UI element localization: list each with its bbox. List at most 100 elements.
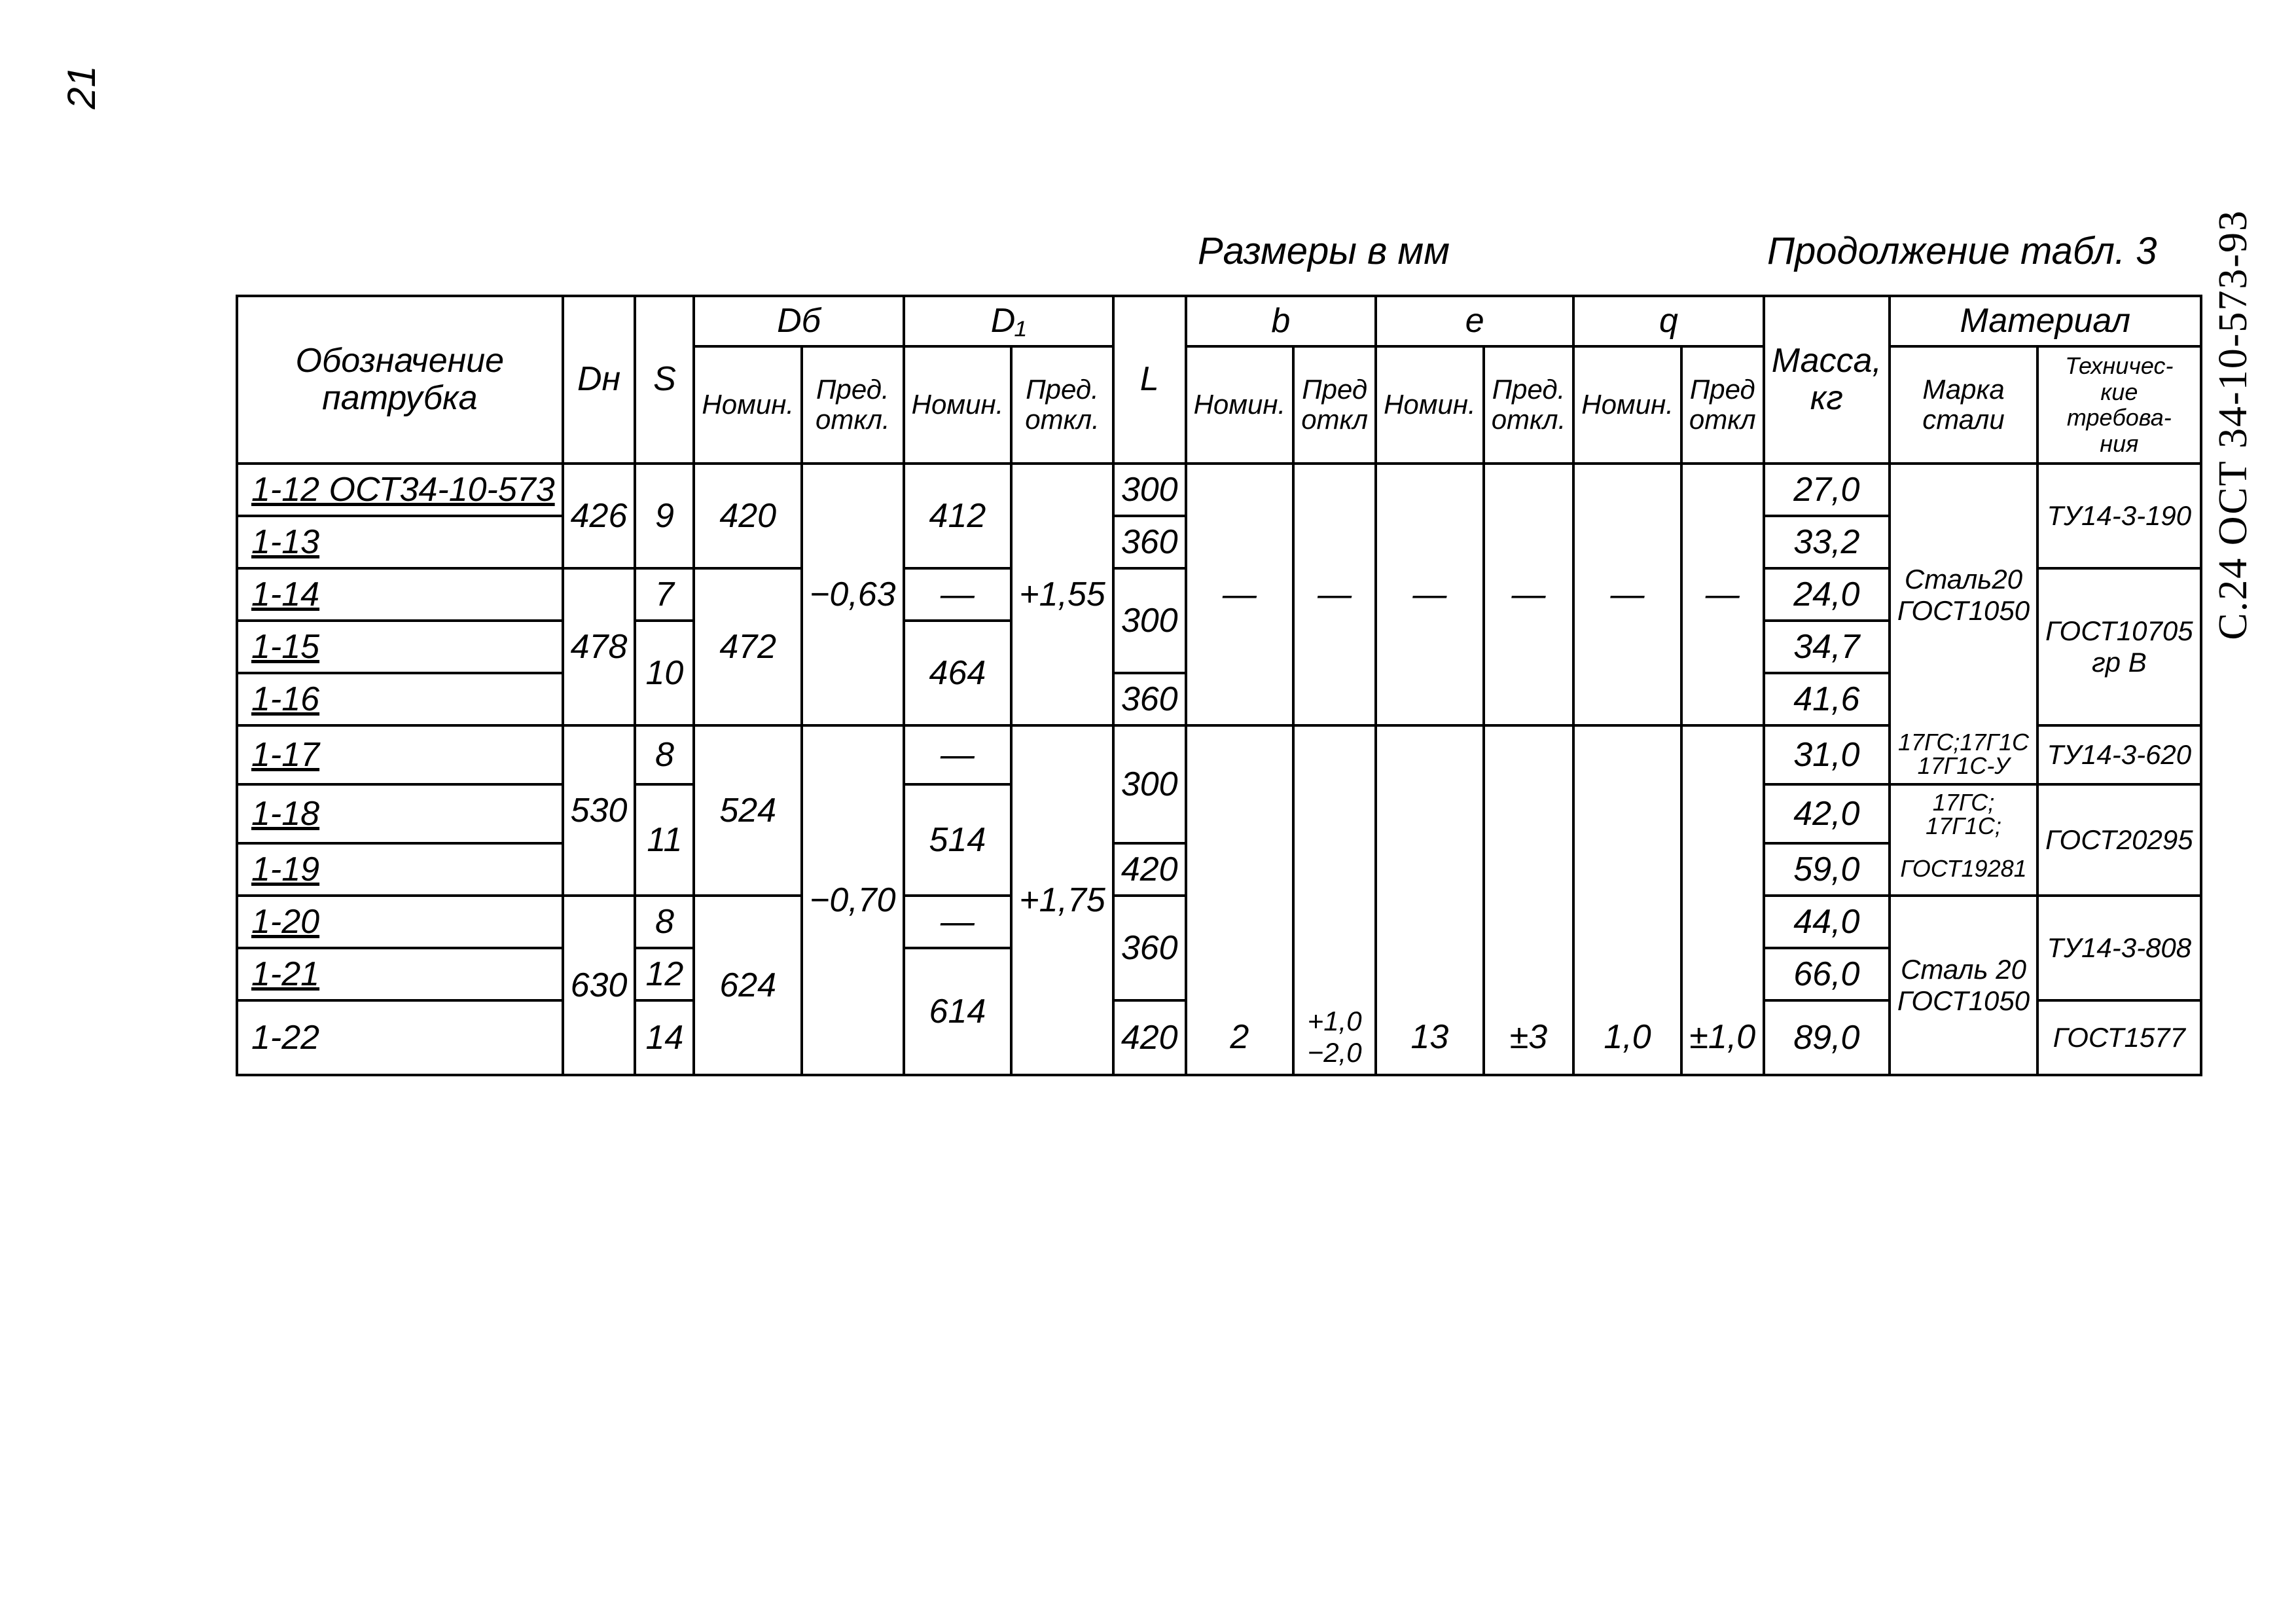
cell-massa: 89,0 [1764,1000,1890,1075]
cell-obozn: 1-16 [237,673,563,725]
cell-L: 300 [1113,464,1186,516]
cell-L: 300 [1113,568,1186,673]
cell-q-pred [1681,725,1764,1000]
cell-s: 8 [635,896,694,948]
cell-massa: 66,0 [1764,948,1890,1000]
cell-tech: ТУ14-3-808 [2037,896,2201,1000]
cell-s: 10 [635,621,694,725]
cell-obozn: 1-14 [237,568,563,621]
cell-s: 7 [635,568,694,621]
col-s: S [635,296,694,464]
cell-obozn: 1-15 [237,621,563,673]
cell-obozn: 1-17 [237,725,563,784]
cell-e-nom: — [1376,464,1484,725]
cell-q-pred: — [1681,464,1764,725]
cell-d1-nom: 614 [904,948,1012,1075]
cell-L: 360 [1113,673,1186,725]
sub-db-nom: Номин. [694,346,802,463]
cell-d1-nom: 412 [904,464,1012,568]
cell-e-nom: 13 [1376,1000,1484,1075]
cell-massa: 27,0 [1764,464,1890,516]
cell-db-pred: −0,70 [802,725,904,1075]
sub-q-pred: Пред откл [1681,346,1764,463]
cell-massa: 33,2 [1764,516,1890,568]
sub-d1-pred: Пред. откл. [1011,346,1113,463]
group-db: Dб [694,296,903,346]
cell-s: 8 [635,725,694,784]
cell-d1-nom: 464 [904,621,1012,725]
cell-massa: 24,0 [1764,568,1890,621]
cell-d1-nom: — [904,725,1012,784]
cell-s: 11 [635,784,694,896]
cell-dn: 478 [563,568,636,725]
sub-marka: Марка стали [1890,346,2037,463]
group-e: e [1376,296,1573,346]
sub-tech: Техничес- кие требова- ния [2037,346,2201,463]
table-row: 1-17 530 8 524 −0,70 — +1,75 300 31,0 17… [237,725,2201,784]
sub-db-pred: Пред. откл. [802,346,904,463]
cell-q-nom: 1,0 [1573,1000,1681,1075]
cell-tech: ГОСТ1577 [2037,1000,2201,1075]
cell-obozn: 1-18 [237,784,563,843]
cell-q-pred: ±1,0 [1681,1000,1764,1075]
page-number-left: 21 [59,65,104,109]
cell-obozn: 1-19 [237,843,563,896]
cell-tech: ГОСТ20295 [2037,784,2201,896]
cell-L: 420 [1113,843,1186,896]
cell-marka: Сталь 20 ГОСТ1050 [1890,896,2037,1075]
sub-b-pred: Пред откл [1293,346,1376,463]
cell-obozn: 1-12 ОСТ34-10-573 [237,464,563,516]
cell-L: 360 [1113,896,1186,1000]
cell-db-nom: 524 [694,725,802,896]
cell-db-pred: −0,63 [802,464,904,725]
cell-dn: 630 [563,896,636,1075]
cell-dn: 530 [563,725,636,896]
specification-table: Обозначение патрубка Dн S Dб D₁ L b e q … [236,295,2202,1076]
sub-b-nom: Номин. [1186,346,1294,463]
cell-marka: 17ГС; 17Г1С; [1890,784,2037,843]
group-q: q [1573,296,1764,346]
cell-massa: 41,6 [1764,673,1890,725]
col-L: L [1113,296,1186,464]
cell-s: 12 [635,948,694,1000]
group-material: Материал [1890,296,2201,346]
document-code-side: С.24 ОСТ 34-10-573-93 [2210,210,2257,640]
cell-massa: 31,0 [1764,725,1890,784]
cell-obozn: 1-21 [237,948,563,1000]
sub-e-pred: Пред. откл. [1484,346,1574,463]
cell-e-pred: — [1484,464,1574,725]
sub-d1-nom: Номин. [904,346,1012,463]
cell-d1-pred: +1,75 [1011,725,1113,1075]
cell-massa: 44,0 [1764,896,1890,948]
cell-massa: 59,0 [1764,843,1890,896]
table-header: Обозначение патрубка Dн S Dб D₁ L b e q … [237,296,2201,464]
cell-tech: ТУ14-3-620 [2037,725,2201,784]
cell-e-nom [1376,725,1484,1000]
cell-b-pred [1293,725,1376,1000]
cell-massa: 42,0 [1764,784,1890,843]
cell-marka: ГОСТ19281 [1890,843,2037,896]
cell-s: 14 [635,1000,694,1075]
cell-tech: ТУ14-3-190 [2037,464,2201,568]
caption-continuation: Продолжение табл. 3 [1767,229,2157,273]
cell-d1-nom: 514 [904,784,1012,896]
cell-marka: 17ГС;17Г1С 17Г1С-У [1890,725,2037,784]
table-body: 1-12 ОСТ34-10-573 426 9 420 −0,63 412 +1… [237,464,2201,1075]
cell-tech: ГОСТ10705 гр В [2037,568,2201,725]
cell-s: 9 [635,464,694,568]
cell-db-nom: 624 [694,896,802,1075]
cell-b-nom: — [1186,464,1294,725]
cell-L: 300 [1113,725,1186,843]
cell-marka: Сталь20 ГОСТ1050 [1890,464,2037,725]
cell-b-nom: 2 [1186,1000,1294,1075]
group-d1: D₁ [904,296,1113,346]
table-row: 1-12 ОСТ34-10-573 426 9 420 −0,63 412 +1… [237,464,2201,516]
cell-obozn: 1-22 [237,1000,563,1075]
group-b: b [1186,296,1376,346]
cell-b-pred: — [1293,464,1376,725]
cell-L: 420 [1113,1000,1186,1075]
cell-b-nom [1186,725,1294,1000]
cell-d1-nom: — [904,896,1012,948]
col-obozn: Обозначение патрубка [237,296,563,464]
cell-d1-nom: — [904,568,1012,621]
